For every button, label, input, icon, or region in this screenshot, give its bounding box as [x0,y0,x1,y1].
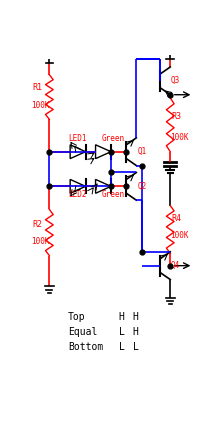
Text: Green: Green [102,134,125,143]
Text: R4: R4 [172,214,182,223]
Text: Equal: Equal [68,327,97,337]
Text: H: H [133,312,138,322]
Text: 100K: 100K [170,231,189,240]
Text: H: H [119,312,124,322]
Text: L: L [119,342,124,352]
Text: L: L [119,327,124,337]
Text: Q1: Q1 [137,147,146,156]
Text: R2: R2 [32,220,43,229]
Text: R3: R3 [172,112,182,121]
Text: Top: Top [68,312,85,322]
Text: L: L [133,342,138,352]
Text: LED2: LED2 [69,190,87,199]
Text: 100K: 100K [170,133,189,142]
Text: 100K: 100K [31,237,49,246]
Text: Green: Green [102,190,125,199]
Text: Q2: Q2 [137,181,146,190]
Text: Q3: Q3 [171,76,180,85]
Text: H: H [133,327,138,337]
Text: 100K: 100K [31,101,49,110]
Text: Q4: Q4 [171,261,180,270]
Text: R1: R1 [32,83,43,92]
Text: LED1: LED1 [69,134,87,143]
Text: Bottom: Bottom [68,342,103,352]
